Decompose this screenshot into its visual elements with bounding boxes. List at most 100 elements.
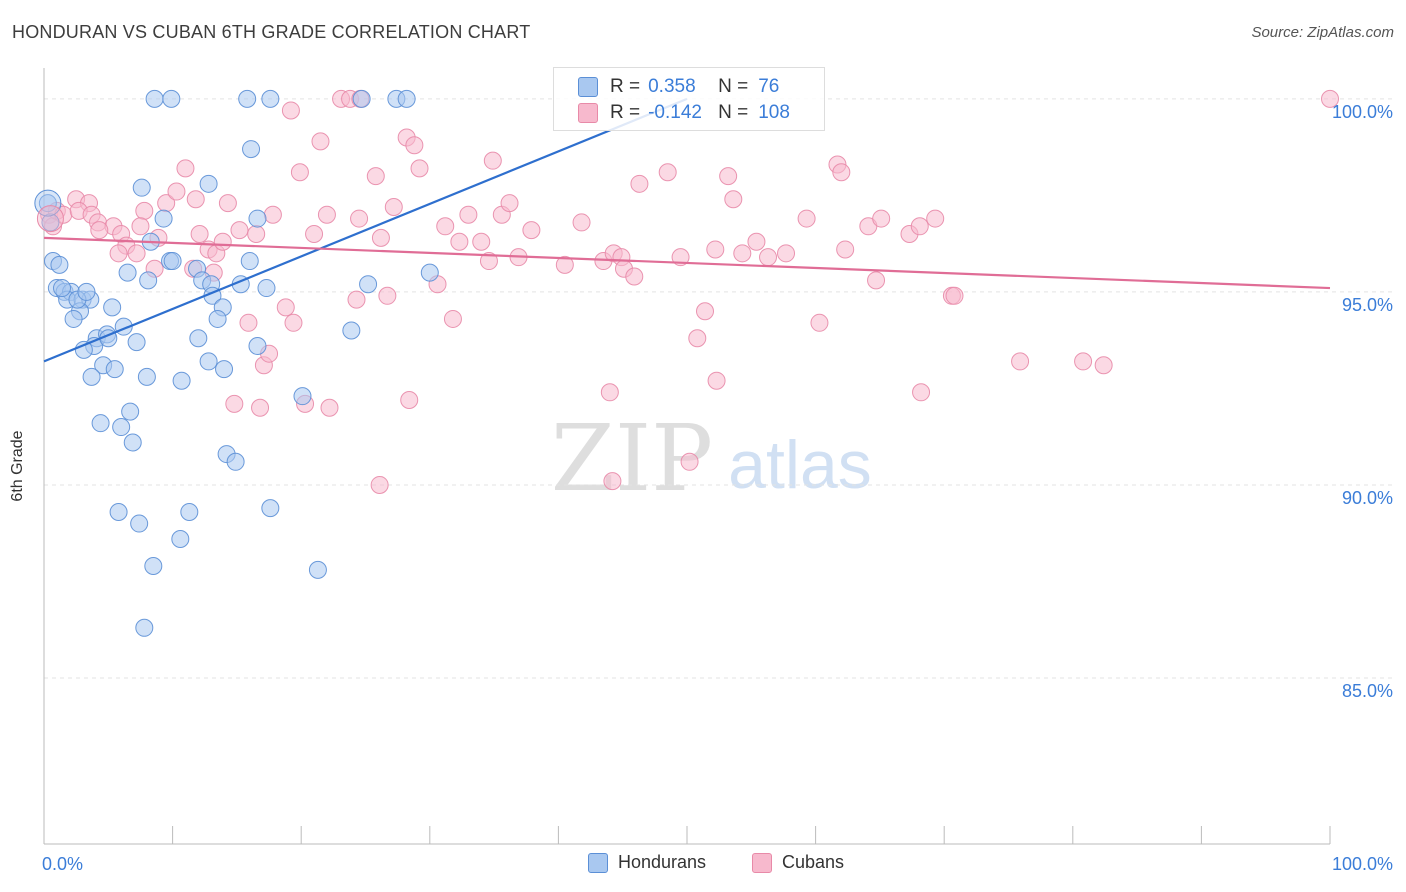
cuban-point <box>167 182 186 201</box>
r-label: R = <box>610 102 641 123</box>
cuban-point <box>1321 89 1339 108</box>
cuban-point <box>810 313 829 332</box>
legend-item-hondurans[interactable]: Hondurans <box>588 852 706 873</box>
cuban-point <box>1011 352 1030 371</box>
n-label: N = <box>718 76 749 97</box>
legend-item-cubans[interactable]: Cubans <box>752 852 844 873</box>
n-label: N = <box>718 102 749 123</box>
cuban-point <box>239 313 258 332</box>
cuban-trend-line <box>43 236 1331 290</box>
honduran-trend-line <box>43 97 688 363</box>
cuban-point <box>625 267 644 286</box>
series-legend: Hondurans Cubans <box>0 852 1406 878</box>
cuban-point <box>290 163 309 182</box>
honduran-point <box>240 252 259 271</box>
honduran-point <box>77 282 96 301</box>
cuban-point <box>724 190 743 209</box>
cuban-point <box>263 205 282 224</box>
honduran-point <box>257 279 276 298</box>
cuban-point <box>688 329 707 348</box>
honduran-point <box>132 178 151 197</box>
cuban-point <box>213 232 232 251</box>
honduran-point <box>248 209 267 228</box>
honduran-point <box>127 333 146 352</box>
cubans-legend-swatch <box>752 852 772 873</box>
legend-label-cubans: Cubans <box>782 852 845 872</box>
honduran-point <box>145 89 164 108</box>
y-tick-label: 95.0% <box>1342 295 1393 315</box>
cuban-point <box>479 252 498 271</box>
cuban-point <box>1074 352 1093 371</box>
cuban-point <box>459 205 478 224</box>
honduran-point <box>242 140 261 159</box>
honduran-point <box>180 502 199 521</box>
honduran-point <box>352 89 371 108</box>
data-points <box>34 89 1339 637</box>
watermark-atlas: atlas <box>728 427 872 503</box>
cuban-point <box>910 217 929 236</box>
cuban-point <box>912 383 931 402</box>
cuban-point <box>350 209 369 228</box>
cuban-point <box>305 225 324 244</box>
y-tick-label: 85.0% <box>1342 681 1393 701</box>
cuban-point <box>832 163 851 182</box>
cubans-n-value: 108 <box>758 102 790 123</box>
cuban-point <box>600 383 619 402</box>
honduran-point <box>41 213 60 232</box>
cuban-point <box>777 244 796 263</box>
chart-source: Source: ZipAtlas.com <box>1251 24 1394 41</box>
hondurans-r-value: 0.358 <box>648 76 696 97</box>
hondurans-n-value: 76 <box>758 76 780 97</box>
cuban-point <box>945 286 964 305</box>
honduran-point <box>112 418 131 437</box>
cuban-point <box>370 475 389 494</box>
honduran-point <box>53 279 72 298</box>
cuban-point <box>347 290 366 309</box>
cubans-swatch <box>578 103 598 123</box>
cuban-point <box>472 232 491 251</box>
cuban-point <box>225 394 244 413</box>
cuban-point <box>603 472 622 491</box>
cuban-point <box>572 213 591 232</box>
cuban-point <box>135 201 154 220</box>
cuban-point <box>797 209 816 228</box>
tick-labels: 85.0% 90.0% 95.0% 100.0% 0.0% 100.0% <box>42 102 1393 874</box>
honduran-point <box>130 514 149 533</box>
honduran-point <box>199 352 218 371</box>
cuban-point <box>436 217 455 236</box>
honduran-point <box>308 560 327 579</box>
honduran-point <box>139 271 158 290</box>
cuban-point <box>218 194 237 213</box>
cuban-point <box>719 167 738 186</box>
honduran-point <box>261 499 280 518</box>
cuban-point <box>1094 356 1113 375</box>
honduran-point <box>123 433 142 452</box>
cuban-point <box>127 244 146 263</box>
cuban-point <box>247 225 266 244</box>
r-label: R = <box>610 76 641 97</box>
cuban-point <box>872 209 891 228</box>
hondurans-legend-swatch <box>588 852 608 873</box>
honduran-point <box>215 360 234 379</box>
hondurans-swatch <box>578 77 598 97</box>
honduran-point <box>208 309 227 328</box>
honduran-point <box>121 402 140 421</box>
honduran-point <box>109 502 128 521</box>
cuban-point <box>281 101 300 120</box>
y-tick-label: 100.0% <box>1332 102 1393 122</box>
cuban-point <box>522 221 541 240</box>
honduran-point <box>238 89 257 108</box>
cuban-point <box>36 205 64 233</box>
x-tick-label-max: 100.0% <box>1332 854 1393 874</box>
cuban-point <box>836 240 855 259</box>
cuban-point <box>706 240 725 259</box>
honduran-point <box>189 329 208 348</box>
cuban-point <box>230 221 249 240</box>
cuban-point <box>320 398 339 417</box>
honduran-point <box>135 618 154 637</box>
cuban-point <box>276 298 295 317</box>
cuban-point <box>733 244 752 263</box>
honduran-point <box>199 174 218 193</box>
cuban-point <box>311 132 330 151</box>
